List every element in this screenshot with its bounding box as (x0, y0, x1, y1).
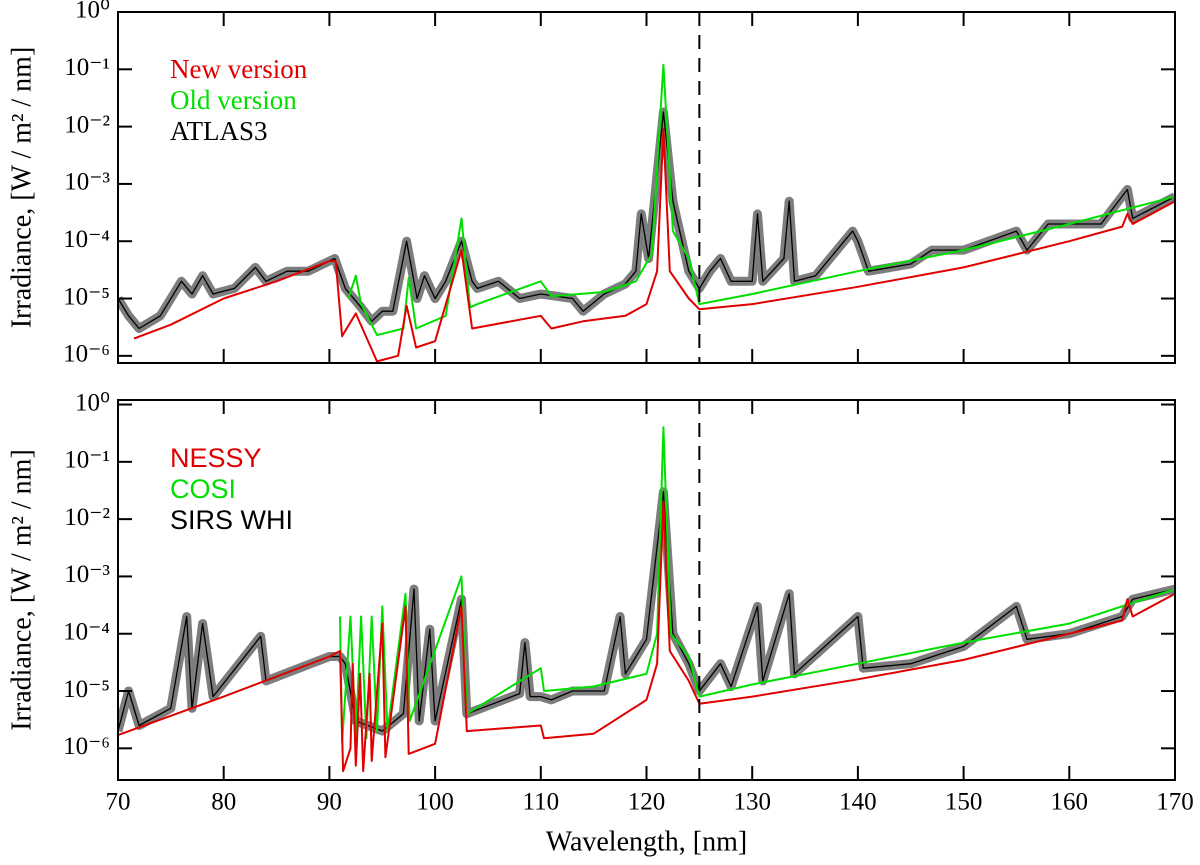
plot-area (118, 63, 1175, 363)
y-tick-label: 10⁻³ (64, 169, 110, 196)
legend-entry: Old version (170, 85, 297, 115)
legend-entry: New version (170, 54, 308, 84)
x-tick-label: 100 (416, 789, 454, 816)
series-line (347, 63, 1175, 337)
y-tick-label: 10⁰ (75, 0, 110, 24)
legend-entry: COSI (170, 474, 236, 504)
x-tick-label: 140 (839, 789, 877, 816)
y-tick-label: 10⁻² (64, 111, 110, 138)
x-axis-title: Wavelength, [nm] (546, 826, 747, 857)
series-line (118, 111, 1175, 330)
legend-entry: ATLAS3 (170, 116, 268, 146)
y-axis-title: Irradiance, [W / m² / nm] (6, 47, 37, 329)
y-axis-title: Irradiance, [W / m² / nm] (6, 449, 37, 731)
axes-frame (117, 399, 1176, 781)
y-tick-label: 10⁰ (75, 389, 110, 416)
legend-entry: NESSY (170, 443, 262, 473)
y-tick-label: 10⁻¹ (64, 54, 110, 81)
uncertainty-band (118, 107, 1175, 333)
x-tick-label: 80 (211, 789, 236, 816)
y-tick-label: 10⁻⁴ (63, 226, 110, 253)
y-tick-label: 10⁻⁵ (63, 676, 110, 703)
y-tick-label: 10⁻³ (64, 561, 110, 588)
x-tick-label: 120 (628, 789, 666, 816)
legend-entry: SIRS WHI (170, 505, 293, 535)
x-tick-label: 110 (523, 789, 560, 816)
y-tick-label: 10⁻² (64, 504, 110, 531)
x-tick-label: 150 (945, 789, 983, 816)
x-tick-label: 130 (733, 789, 771, 816)
x-tick-label: 90 (317, 789, 342, 816)
x-tick-label: 70 (106, 789, 131, 816)
series-line (118, 500, 1175, 773)
x-tick-label: 170 (1156, 789, 1194, 816)
y-tick-label: 10⁻⁶ (63, 733, 110, 760)
series-line (339, 426, 1175, 743)
y-tick-label: 10⁻⁶ (63, 341, 110, 368)
x-tick-label: 160 (1051, 789, 1089, 816)
plot-area (118, 426, 1175, 773)
y-tick-label: 10⁻¹ (64, 447, 110, 474)
series-line (133, 128, 1175, 363)
y-tick-label: 10⁻⁵ (63, 283, 110, 310)
series-line (118, 491, 1175, 732)
y-tick-label: 10⁻⁴ (63, 618, 110, 645)
